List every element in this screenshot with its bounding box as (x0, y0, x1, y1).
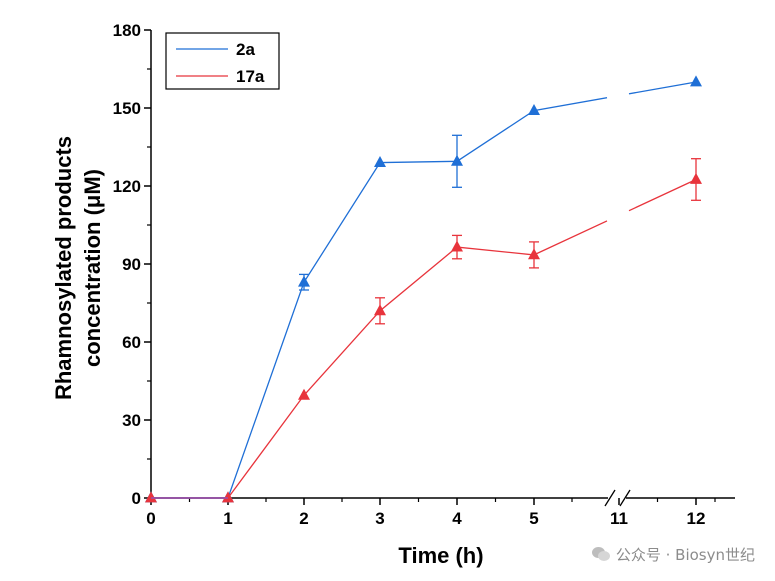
data-point-17a (374, 304, 386, 316)
data-point-17a (690, 172, 702, 184)
data-point-17a (145, 491, 157, 503)
y-tick-label: 180 (113, 21, 141, 40)
data-point-17a (528, 248, 540, 260)
watermark-text: 公众号 · Biosyn世纪 (615, 546, 755, 564)
x-axis-title: Time (h) (398, 543, 483, 568)
y-tick-label: 120 (113, 177, 141, 196)
x-tick-label: 3 (375, 509, 384, 528)
data-point-2a (451, 154, 463, 166)
data-point-2a (374, 156, 386, 167)
y-tick-label: 60 (122, 333, 141, 352)
y-tick-label: 0 (132, 489, 141, 508)
series-break-gap (605, 208, 631, 224)
y-tick-label: 150 (113, 99, 141, 118)
series-line-17a (151, 178, 697, 499)
x-tick-label: 2 (299, 509, 308, 528)
data-point-17a (451, 240, 463, 252)
series-2a (145, 75, 702, 503)
series-17a (145, 158, 702, 503)
data-point-2a (690, 75, 702, 87)
wechat-icon (591, 547, 610, 562)
axis-break-mark (604, 489, 616, 507)
watermark: 公众号 · Biosyn世纪 (591, 544, 755, 565)
x-tick-label: 1 (223, 509, 232, 528)
series-line-2a (151, 81, 697, 499)
axis-break-mark (619, 489, 631, 507)
series-layer (145, 75, 702, 503)
series-break-gap (606, 91, 630, 101)
x-tick-label: 0 (146, 509, 155, 528)
y-axis-title-line1: Rhamnosylated products (51, 136, 76, 400)
data-point-2a (528, 104, 540, 115)
legend-label-17a: 17a (236, 67, 265, 86)
x-tick-label: 11 (610, 509, 628, 528)
data-point-17a (298, 388, 310, 400)
x-tick-label: 12 (687, 509, 706, 528)
y-axis-title-line2: concentration (μM) (80, 169, 105, 367)
x-tick-label: 5 (529, 509, 538, 528)
legend-label-2a: 2a (236, 40, 255, 59)
y-tick-label: 90 (122, 255, 141, 274)
data-point-17a (222, 491, 234, 503)
x-tick-label: 4 (452, 509, 462, 528)
data-point-2a (298, 275, 310, 287)
y-tick-label: 30 (122, 411, 141, 430)
legend-box (165, 32, 280, 90)
